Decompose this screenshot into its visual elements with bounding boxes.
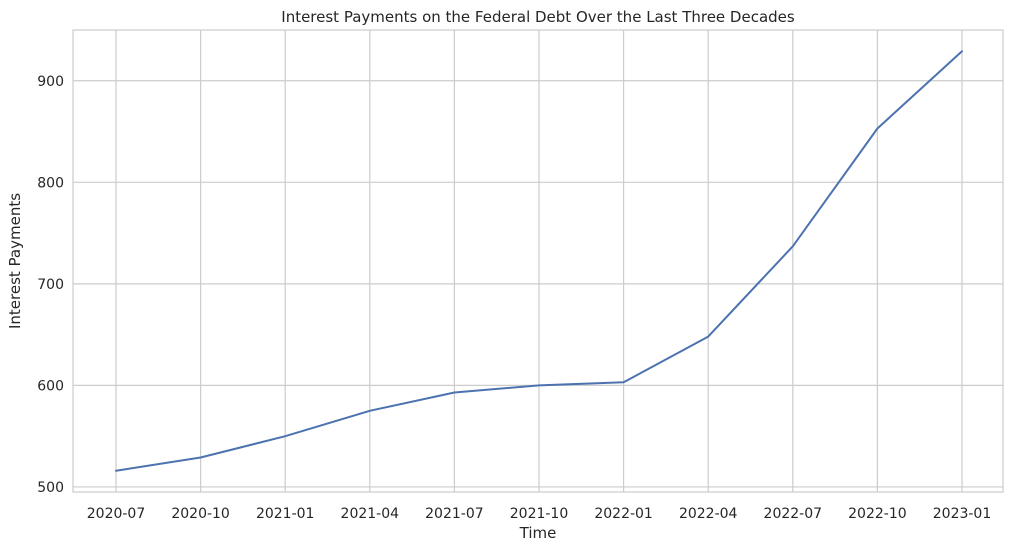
y-gridlines [73,80,1003,488]
x-tick-label: 2020-07 [87,506,146,522]
x-tick-label: 2023-01 [933,506,992,522]
y-axis-label: Interest Payments [6,193,24,329]
y-tick-label: 700 [37,277,64,293]
x-tick-label: 2021-10 [510,506,569,522]
x-tick-label: 2021-04 [341,506,400,522]
x-tick-label: 2020-10 [171,506,230,522]
y-tick-labels: 500 600 700 800 900 [37,74,64,496]
x-tick-label: 2021-01 [256,506,315,522]
x-gridlines [115,30,963,492]
plot-frame [72,29,1004,493]
series-line [115,50,963,472]
x-tick-label: 2022-01 [594,506,653,522]
y-tick-label: 500 [37,480,64,496]
chart-title: Interest Payments on the Federal Debt Ov… [281,8,795,26]
x-tick-labels: 2020-07 2020-10 2021-01 2021-04 2021-07 2021-… [87,506,992,522]
x-tick-label: 2022-10 [848,506,907,522]
x-tick-label: 2021-07 [425,506,484,522]
x-axis-label: Time [519,524,557,542]
y-tick-label: 600 [37,378,64,394]
y-tick-label: 800 [37,175,64,191]
y-tick-label: 900 [37,74,64,90]
x-tick-label: 2022-07 [764,506,823,522]
x-tick-label: 2022-04 [679,506,738,522]
